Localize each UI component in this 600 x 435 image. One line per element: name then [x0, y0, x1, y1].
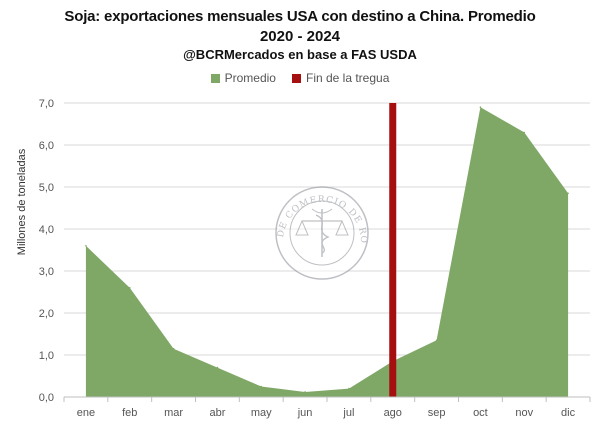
x-tick-label: mar — [164, 407, 183, 419]
legend: Promedio Fin de la tregua — [0, 71, 600, 85]
data-point — [85, 245, 87, 247]
data-point — [260, 385, 263, 388]
x-tick-label: dic — [561, 407, 576, 419]
x-tick-label: jun — [297, 407, 313, 419]
x-tick-label: oct — [473, 407, 488, 419]
chart-source: @BCRMercados en base a FAS USDA — [183, 47, 417, 62]
legend-swatch-promedio — [210, 73, 220, 83]
data-point — [348, 387, 350, 390]
y-tick-label: 1,0 — [39, 350, 54, 362]
watermark-seal: BOLSA DE COMERCIO DE ROSARIO — [0, 0, 369, 280]
x-tick-label: ago — [384, 407, 402, 419]
scale-pan-left-icon — [295, 219, 309, 236]
data-point — [172, 347, 175, 350]
y-tick-label: 6,0 — [39, 140, 54, 152]
scale-pan-right-icon — [335, 219, 349, 236]
legend-label-promedio: Promedio — [224, 71, 276, 85]
x-tick-label: feb — [122, 407, 137, 419]
legend-item-promedio: Promedio — [210, 71, 276, 85]
legend-label-fin-tregua: Fin de la tregua — [305, 71, 390, 85]
y-tick-label: 4,0 — [39, 224, 54, 236]
data-point — [435, 339, 438, 342]
y-tick-label: 5,0 — [39, 182, 54, 194]
area-promedio — [85, 107, 569, 397]
legend-item-fin-tregua: Fin de la tregua — [291, 71, 390, 85]
chart-title: Soja: exportaciones mensuales USA con de… — [64, 8, 536, 25]
x-tick-label: sep — [428, 407, 446, 419]
y-tick-label: 3,0 — [39, 266, 54, 278]
x-tick-label: may — [251, 407, 272, 419]
chart-subtitle-years: 2020 - 2024 — [259, 28, 341, 45]
marker-fin-de-la-tregua — [389, 103, 397, 397]
data-point — [479, 106, 482, 108]
data-point — [128, 287, 131, 289]
wings-icon — [311, 208, 333, 214]
y-tick-label: 0,0 — [39, 392, 54, 404]
x-tick-label: abr — [209, 407, 225, 419]
marker-layer — [389, 103, 397, 397]
x-tick-label: nov — [515, 407, 533, 419]
y-tick-label: 7,0 — [39, 98, 54, 110]
data-point — [523, 131, 526, 134]
data-point — [216, 366, 219, 369]
x-tick-label: ene — [77, 407, 95, 419]
y-tick-label: 2,0 — [39, 308, 54, 320]
serpent-icon — [315, 214, 330, 254]
legend-swatch-fin-tregua — [291, 73, 301, 83]
x-tick-label: jul — [342, 407, 354, 419]
axes: 0,0 1,0 2,0 3,0 4,0 5,0 6,0 7,0 ene feb mar abr may j… — [39, 98, 591, 419]
seal-inner-ring — [289, 200, 355, 266]
data-point — [567, 192, 569, 195]
data-point — [304, 391, 306, 393]
